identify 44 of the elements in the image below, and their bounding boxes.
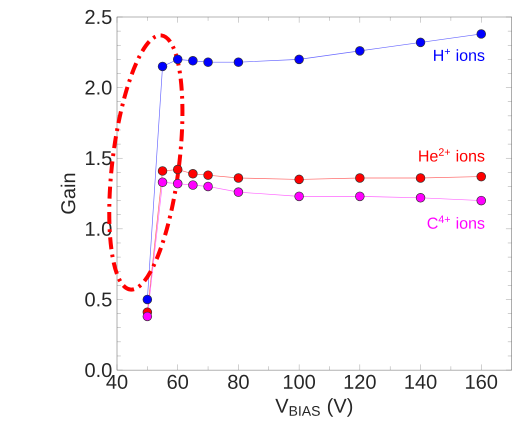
point: [203, 170, 213, 180]
x-tick-label: 100: [284, 374, 316, 389]
point: [355, 173, 365, 183]
point: [142, 312, 152, 322]
point: [203, 57, 213, 67]
point: [476, 29, 486, 39]
point: [142, 294, 152, 304]
point: [203, 182, 213, 192]
point: [294, 192, 304, 202]
x-axis-title: V$_{BIAS}$ (V): [275, 398, 352, 417]
y-axis-title: Gain: [60, 174, 76, 214]
x-tick-label: 140: [405, 374, 436, 389]
point: [294, 174, 304, 184]
x-tick-label: 60: [168, 374, 188, 389]
series-label: H$^{+}$ ions: [434, 48, 484, 61]
point: [234, 187, 244, 197]
point: [172, 54, 182, 64]
series-label: C$^{4+}$ ions: [428, 216, 484, 229]
point: [188, 169, 198, 179]
point: [355, 46, 365, 56]
point: [188, 180, 198, 190]
point: [158, 62, 168, 72]
point: [416, 38, 426, 48]
point: [172, 178, 182, 188]
y-tick-label: 2.5: [85, 10, 112, 24]
point: [234, 173, 244, 183]
x-tick-label: 80: [228, 374, 249, 389]
x-tick-label: 120: [344, 374, 376, 389]
point: [416, 193, 426, 203]
point: [234, 57, 244, 67]
y-tick-label: 1.5: [86, 151, 112, 166]
point: [294, 54, 304, 64]
point: [476, 196, 486, 206]
x-tick-label: 160: [466, 374, 498, 389]
point: [158, 166, 168, 176]
y-tick-label: 2.0: [85, 80, 112, 95]
point: [355, 192, 365, 202]
point: [172, 164, 182, 174]
point: [188, 56, 198, 66]
point: [416, 173, 426, 183]
point: [158, 178, 168, 187]
point: [476, 172, 486, 182]
y-tick-label: 0.5: [85, 292, 112, 307]
series-label: He$^{2+}$ ions: [419, 148, 484, 162]
